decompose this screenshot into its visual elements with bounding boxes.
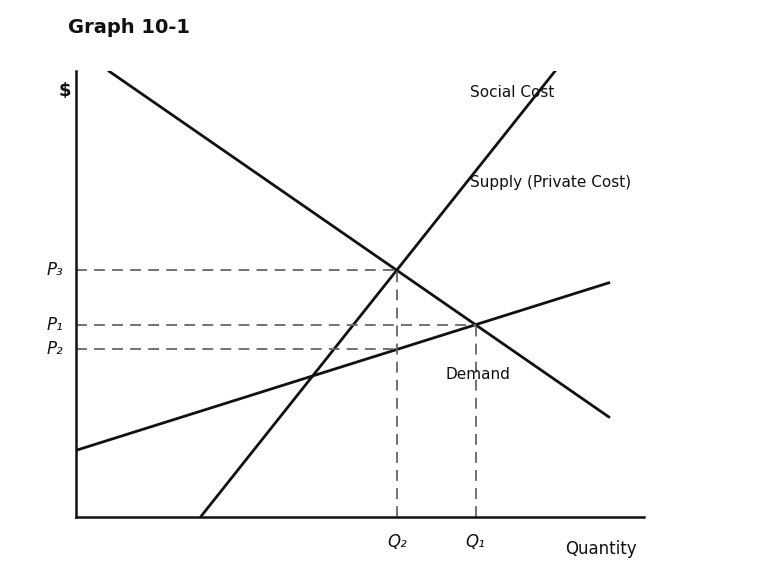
Text: Q₂: Q₂ bbox=[387, 533, 406, 551]
Text: Supply (Private Cost): Supply (Private Cost) bbox=[470, 175, 631, 190]
Text: Social Cost: Social Cost bbox=[470, 85, 555, 101]
Text: Demand: Demand bbox=[446, 367, 510, 382]
Text: P₁: P₁ bbox=[46, 316, 63, 334]
Text: Graph 10-1: Graph 10-1 bbox=[68, 18, 190, 36]
Text: Q₁: Q₁ bbox=[465, 533, 485, 551]
Text: $: $ bbox=[59, 82, 71, 100]
Text: P₃: P₃ bbox=[46, 261, 63, 279]
Text: P₂: P₂ bbox=[46, 340, 63, 359]
Text: Quantity: Quantity bbox=[565, 540, 637, 558]
